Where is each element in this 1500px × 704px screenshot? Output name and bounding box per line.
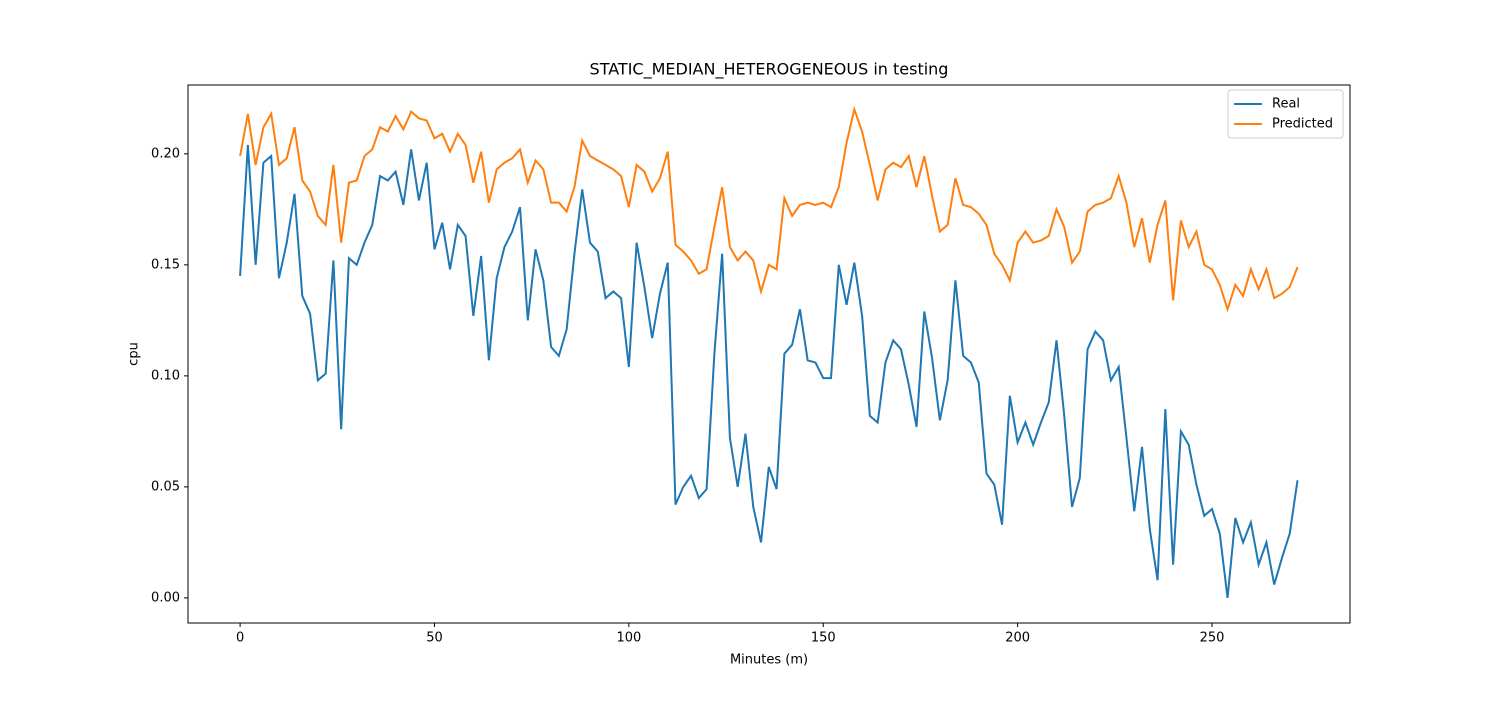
- y-tick-label: 0.15: [151, 257, 180, 272]
- x-tick-label: 50: [426, 631, 443, 646]
- series-line: [239, 105, 1299, 313]
- plot-frame: [187, 84, 1351, 624]
- y-axis-label: cpu: [127, 342, 142, 366]
- y-tick-label: 0.05: [151, 479, 180, 494]
- legend-box: [1227, 89, 1344, 139]
- x-tick-label: 250: [1200, 631, 1225, 646]
- x-tick-label: 150: [811, 631, 836, 646]
- y-tick-label: 0.00: [151, 590, 180, 605]
- y-tick-label: 0.20: [151, 146, 180, 161]
- legend-label: Real: [1272, 97, 1300, 112]
- x-tick-label: 100: [616, 631, 641, 646]
- chart-title: STATIC_MEDIAN_HETEROGENEOUS in testing: [590, 60, 949, 80]
- series-line: [239, 144, 1299, 599]
- x-tick-label: 200: [1005, 631, 1030, 646]
- x-axis-label: Minutes (m): [730, 653, 808, 668]
- y-tick-label: 0.10: [151, 368, 180, 383]
- legend-label: Predicted: [1272, 117, 1333, 132]
- x-tick-label: 0: [236, 631, 244, 646]
